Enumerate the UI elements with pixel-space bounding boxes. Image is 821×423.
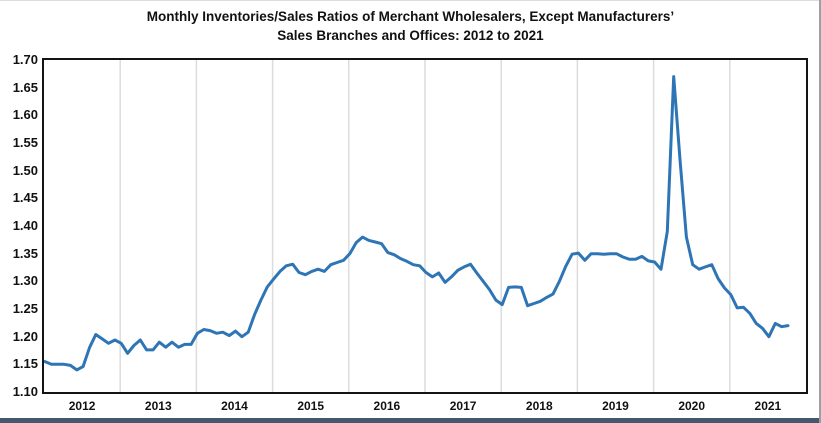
x-tick-label: 2017 [449, 399, 477, 413]
x-tick-label: 2016 [373, 399, 401, 413]
y-tick-label: 1.35 [12, 245, 38, 261]
right-edge-line [819, 0, 821, 423]
y-tick-label: 1.25 [12, 301, 38, 316]
y-tick-label: 1.65 [12, 79, 38, 95]
x-tick-label: 2020 [678, 399, 706, 413]
y-tick-label: 1.55 [12, 135, 38, 150]
y-tick-label: 1.40 [12, 218, 38, 233]
y-tick-label: 1.60 [12, 107, 38, 123]
x-tick-label: 2012 [68, 399, 96, 413]
x-tick-label: 2021 [754, 399, 782, 413]
x-tick-label: 2018 [525, 399, 553, 413]
y-tick-label: 1.50 [12, 162, 38, 178]
y-tick-label: 1.30 [12, 273, 38, 289]
plot-svg [44, 60, 790, 392]
y-tick-label: 1.10 [12, 384, 38, 399]
y-tick-label: 1.20 [12, 328, 38, 344]
x-tick-label: 2019 [602, 399, 629, 413]
y-tick-label: 1.70 [12, 52, 38, 67]
y-tick-label: 1.15 [12, 356, 38, 372]
y-tick-label: 1.45 [12, 190, 38, 206]
footer-bar [0, 418, 821, 423]
inventories-sales-ratio-line [44, 75, 790, 372]
chart-title-line-1: Monthly Inventories/Sales Ratios of Merc… [146, 9, 675, 24]
top-edge-line [0, 0, 821, 1]
x-tick-label: 2014 [221, 399, 248, 413]
chart-title: Monthly Inventories/Sales Ratios of Merc… [0, 7, 821, 45]
x-tick-label: 2015 [297, 399, 325, 413]
chart-title-line-2: Sales Branches and Offices: 2012 to 2021 [277, 28, 544, 43]
x-tick-label: 2013 [144, 399, 172, 413]
plot-area [42, 58, 808, 394]
